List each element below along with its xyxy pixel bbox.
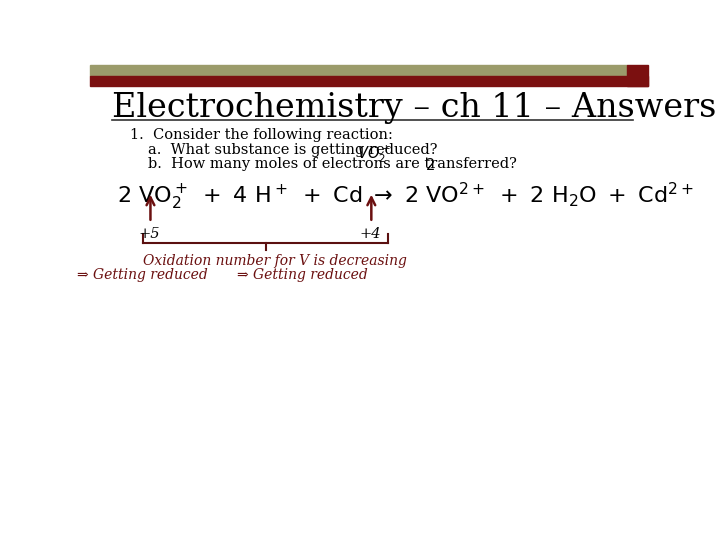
Text: 1.  Consider the following reaction:: 1. Consider the following reaction: bbox=[130, 128, 393, 142]
Bar bbox=[90, 76, 648, 85]
Text: $\rm 2\ VO_2^+\ +\ 4\ H^+\ +\ Cd\ \rightarrow\ 2\ VO^{2+}\ +\ 2\ H_2O\ +\ Cd^{2+: $\rm 2\ VO_2^+\ +\ 4\ H^+\ +\ Cd\ \right… bbox=[117, 180, 694, 212]
Text: $\mathit{VO_2^+}$: $\mathit{VO_2^+}$ bbox=[357, 143, 392, 165]
Text: b.  How many moles of electrons are transferred?: b. How many moles of electrons are trans… bbox=[148, 157, 526, 171]
Bar bbox=[627, 65, 648, 85]
Text: a.  What substance is getting reduced?: a. What substance is getting reduced? bbox=[148, 143, 447, 157]
Text: $\mathit{2}$: $\mathit{2}$ bbox=[425, 157, 435, 173]
Text: Electrochemistry – ch 11 – Answers: Electrochemistry – ch 11 – Answers bbox=[112, 92, 716, 124]
Bar bbox=[90, 65, 627, 76]
Text: +4: +4 bbox=[360, 226, 381, 240]
Text: +5: +5 bbox=[139, 226, 161, 240]
Text: Oxidation number for V is decreasing: Oxidation number for V is decreasing bbox=[143, 254, 407, 268]
Text: ⇒ Getting reduced: ⇒ Getting reduced bbox=[238, 268, 368, 282]
Text: ⇒ Getting reduced: ⇒ Getting reduced bbox=[77, 268, 208, 282]
